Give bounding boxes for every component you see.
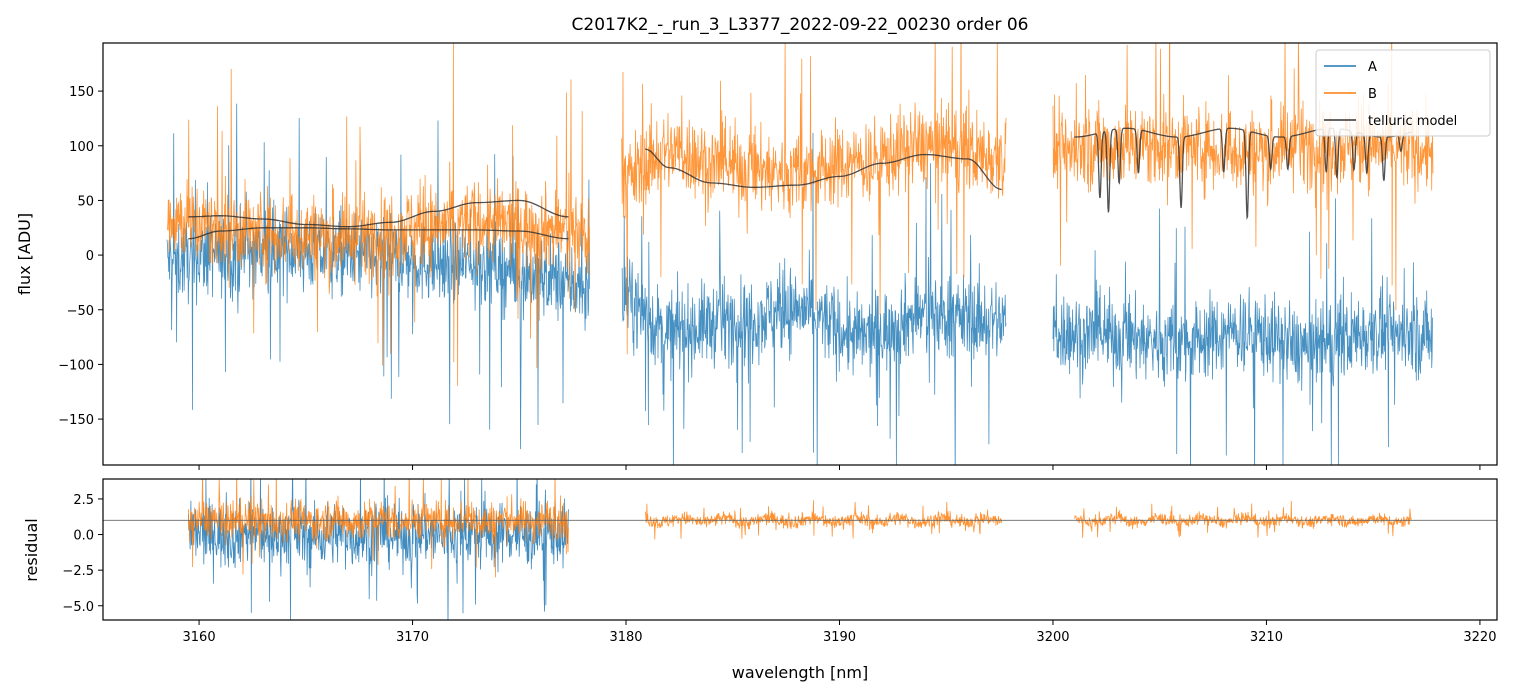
residual-y-ticks: −5.0 −2.5 0.0 2.5: [62, 493, 103, 615]
telluric-model-segment-3: [1074, 127, 1412, 220]
residual-axes-frame: [102, 478, 1498, 621]
series-b-residual-segment-2: [1074, 500, 1412, 538]
residual-x-tick-label: 3210: [1250, 630, 1283, 645]
series-b-residual-segment-0: [188, 479, 569, 578]
residual-x-tick-label: 3220: [1463, 630, 1496, 645]
telluric-model-segment-2: [645, 148, 1002, 191]
residual-x-tick-label: 3170: [396, 630, 429, 645]
residual-y-tick-label: −5.0: [62, 600, 94, 615]
flux-y-tick-label: −100: [58, 358, 94, 373]
series-b-segment-0: [166, 43, 591, 387]
residual-x-tick-label: 3180: [609, 630, 642, 645]
residual-plot-area: [103, 479, 1497, 620]
legend-box: [1315, 49, 1491, 137]
flux-y-tick-label: −150: [58, 413, 94, 428]
legend-label-a: A: [1368, 60, 1377, 75]
residual-y-tick-label: 2.5: [73, 493, 94, 508]
legend-label-b: B: [1368, 87, 1377, 102]
x-axis-label: wavelength [nm]: [732, 663, 869, 682]
figure-title: C2017K2_-_run_3_L3377_2022-09-22_00230 o…: [572, 15, 1029, 35]
residual-y-tick-label: −2.5: [62, 564, 94, 579]
flux-y-tick-label: 100: [69, 140, 94, 155]
flux-y-tick-label: 50: [77, 194, 94, 209]
residual-x-tick-label: 3200: [1036, 630, 1069, 645]
flux-y-ticks: −150 −100 −50 0 50 100 150: [58, 85, 103, 428]
series-b-residual-segment-1: [644, 500, 1003, 540]
series-a-segment-1: [621, 132, 1007, 465]
legend-label-telluric: telluric model: [1368, 114, 1457, 129]
series-a-segment-2: [1052, 198, 1434, 465]
residual-x-tick-label: 3160: [183, 630, 216, 645]
flux-y-tick-label: 150: [69, 85, 94, 100]
residual-y-axis-label: residual: [22, 518, 41, 581]
residual-x-tick-label: 3190: [823, 630, 856, 645]
flux-plot-area: [166, 43, 1434, 465]
legend: A B telluric model: [1315, 49, 1491, 137]
flux-y-tick-label: −50: [67, 304, 94, 319]
residual-x-ticks: 3160 3170 3180 3190 3200 3210 3220: [183, 620, 1496, 645]
residual-y-tick-label: 0.0: [73, 529, 94, 544]
telluric-model-segment-1: [188, 227, 569, 240]
flux-y-axis-label: flux [ADU]: [15, 213, 34, 295]
series-b-segment-1: [621, 43, 1007, 355]
flux-y-tick-label: 0: [86, 249, 94, 264]
flux-x-ticks: [198, 465, 1481, 470]
flux-axes-frame: [102, 42, 1498, 466]
telluric-model-segment-0: [188, 199, 569, 228]
